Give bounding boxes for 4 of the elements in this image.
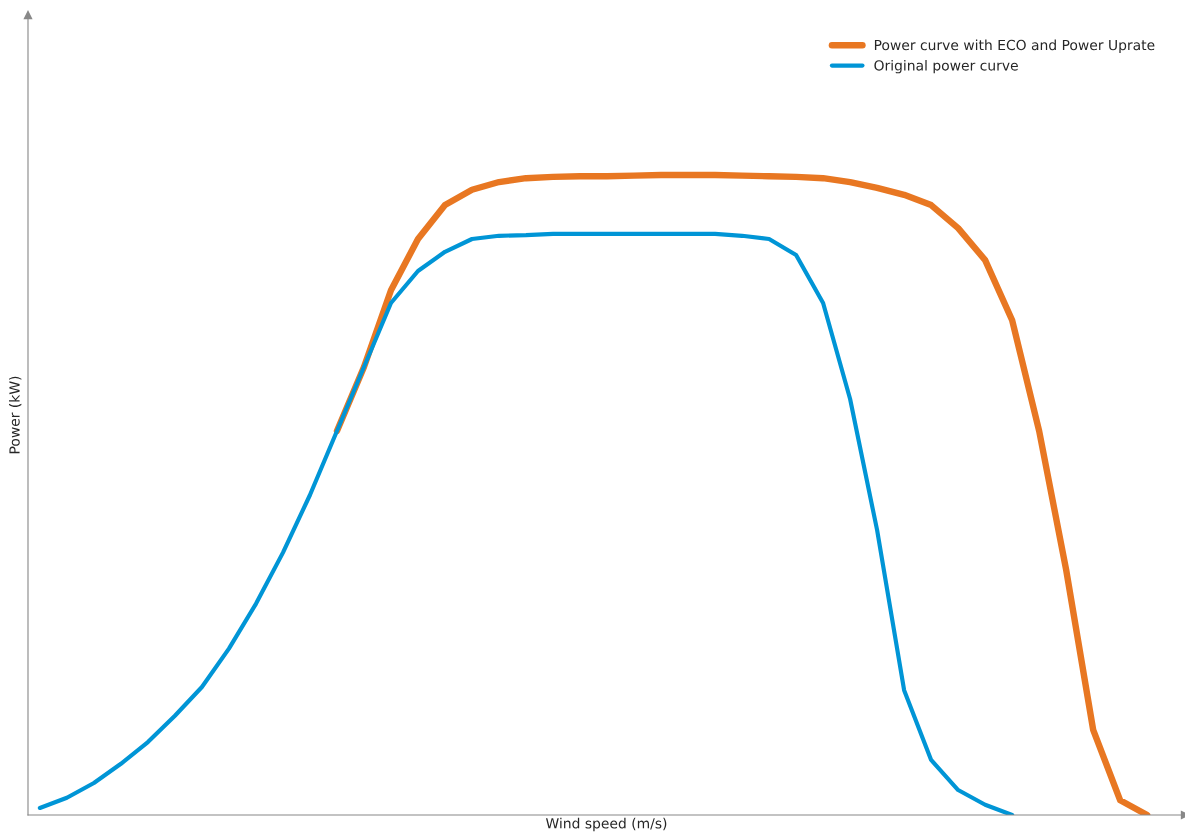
legend-label: Power curve with ECO and Power Uprate bbox=[874, 39, 1155, 53]
legend-label: Original power curve bbox=[874, 59, 1018, 74]
y-axis-title: Power (kW) bbox=[9, 376, 22, 454]
x-axis-title: Wind speed (m/s) bbox=[545, 817, 667, 832]
